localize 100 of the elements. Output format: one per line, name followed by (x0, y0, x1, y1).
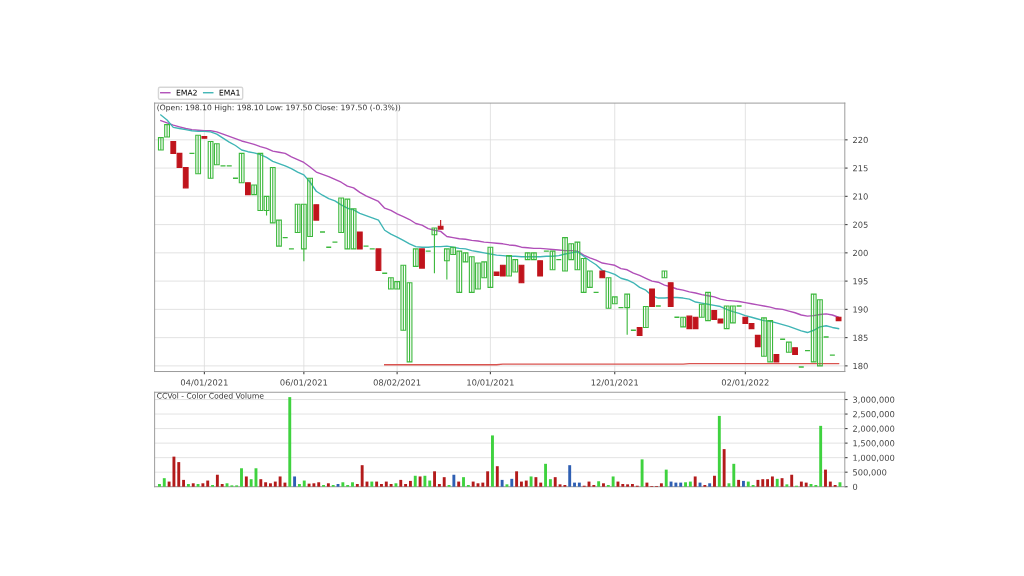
bar (452, 474, 456, 487)
bar (804, 482, 808, 487)
bar (172, 456, 176, 487)
bar (423, 475, 427, 487)
bar (828, 481, 832, 487)
bar (515, 471, 519, 487)
y-tick-label: 195 (853, 278, 868, 285)
y-tick-label: 185 (853, 334, 868, 341)
bar (819, 425, 823, 487)
y-tick-label: 220 (853, 136, 868, 144)
bar (529, 476, 533, 487)
bar (770, 476, 774, 487)
bar (273, 481, 277, 487)
candlestick (667, 282, 674, 308)
y-tick-label: 190 (853, 306, 868, 313)
candlestick (642, 305, 649, 328)
bar (370, 481, 374, 487)
y-tick-label: 500,000 (853, 469, 887, 477)
candlestick (375, 248, 382, 271)
candlestick (419, 248, 425, 269)
bar (408, 480, 412, 487)
bar (380, 483, 383, 487)
x-tick-label: 08/02/2021 (373, 379, 421, 387)
bar (413, 475, 417, 487)
bar (360, 465, 364, 487)
bar (780, 478, 784, 487)
x-tick-label: 02/01/2022 (721, 379, 769, 387)
bar (394, 483, 398, 487)
bar (462, 477, 465, 487)
bar (626, 484, 630, 487)
bar (384, 481, 388, 487)
bar (428, 480, 432, 487)
bar (708, 483, 712, 487)
bar (756, 479, 760, 487)
bar (491, 435, 494, 487)
bar (799, 481, 803, 487)
bar (471, 481, 475, 487)
bar (486, 471, 490, 487)
bar (717, 415, 721, 487)
y-tick-label: 1,500,000 (853, 440, 895, 448)
bar (375, 481, 379, 487)
y-tick-label: 2,000,000 (853, 425, 895, 433)
bar (240, 468, 243, 487)
y-tick-label: 205 (853, 221, 868, 228)
bar (722, 449, 726, 487)
bar (302, 480, 306, 487)
bar (442, 477, 446, 487)
bar (191, 483, 195, 487)
bar (713, 475, 716, 487)
x-tick-label: 10/01/2021 (467, 379, 514, 387)
y-tick-label: 210 (853, 193, 868, 200)
bar (293, 476, 297, 487)
bar (597, 481, 601, 487)
bar (553, 477, 557, 487)
y-tick-label: 3,000,000 (853, 396, 895, 404)
bar (269, 483, 272, 487)
bar (568, 465, 572, 487)
bar (307, 483, 311, 487)
bar (182, 479, 186, 487)
bar (524, 480, 528, 487)
bar (206, 480, 210, 487)
bar (355, 483, 359, 487)
bar (437, 483, 441, 487)
bar (481, 482, 485, 487)
x-tick-label: 06/01/2021 (280, 379, 328, 387)
bar (312, 483, 316, 487)
bar (602, 483, 605, 487)
bar (630, 483, 634, 487)
bar (785, 484, 789, 487)
bar (688, 481, 692, 487)
bar (317, 482, 321, 487)
bar (519, 481, 523, 487)
bar (573, 482, 576, 487)
bar (404, 483, 408, 487)
bar (611, 476, 615, 487)
bar (259, 479, 263, 487)
bar (177, 462, 181, 487)
bar (220, 483, 224, 487)
bar (389, 483, 393, 487)
bar (196, 483, 200, 487)
bar (732, 463, 736, 487)
x-tick-label: 12/01/2021 (591, 379, 638, 387)
candlestick (431, 227, 438, 274)
bar (418, 476, 422, 487)
bar (215, 474, 219, 487)
bar (693, 476, 697, 487)
y-tick-label: 215 (853, 165, 868, 172)
bar (664, 469, 668, 487)
bar (645, 482, 649, 487)
bar (640, 459, 644, 487)
y-tick-label: 0 (852, 483, 858, 490)
bar (790, 474, 794, 487)
x-tick-label: 04/01/2021 (180, 379, 228, 387)
bar (326, 483, 330, 487)
bar (544, 463, 548, 487)
bar (500, 479, 504, 487)
bar (539, 482, 543, 487)
bar (761, 479, 765, 487)
bar (288, 397, 292, 487)
bar (737, 479, 741, 487)
